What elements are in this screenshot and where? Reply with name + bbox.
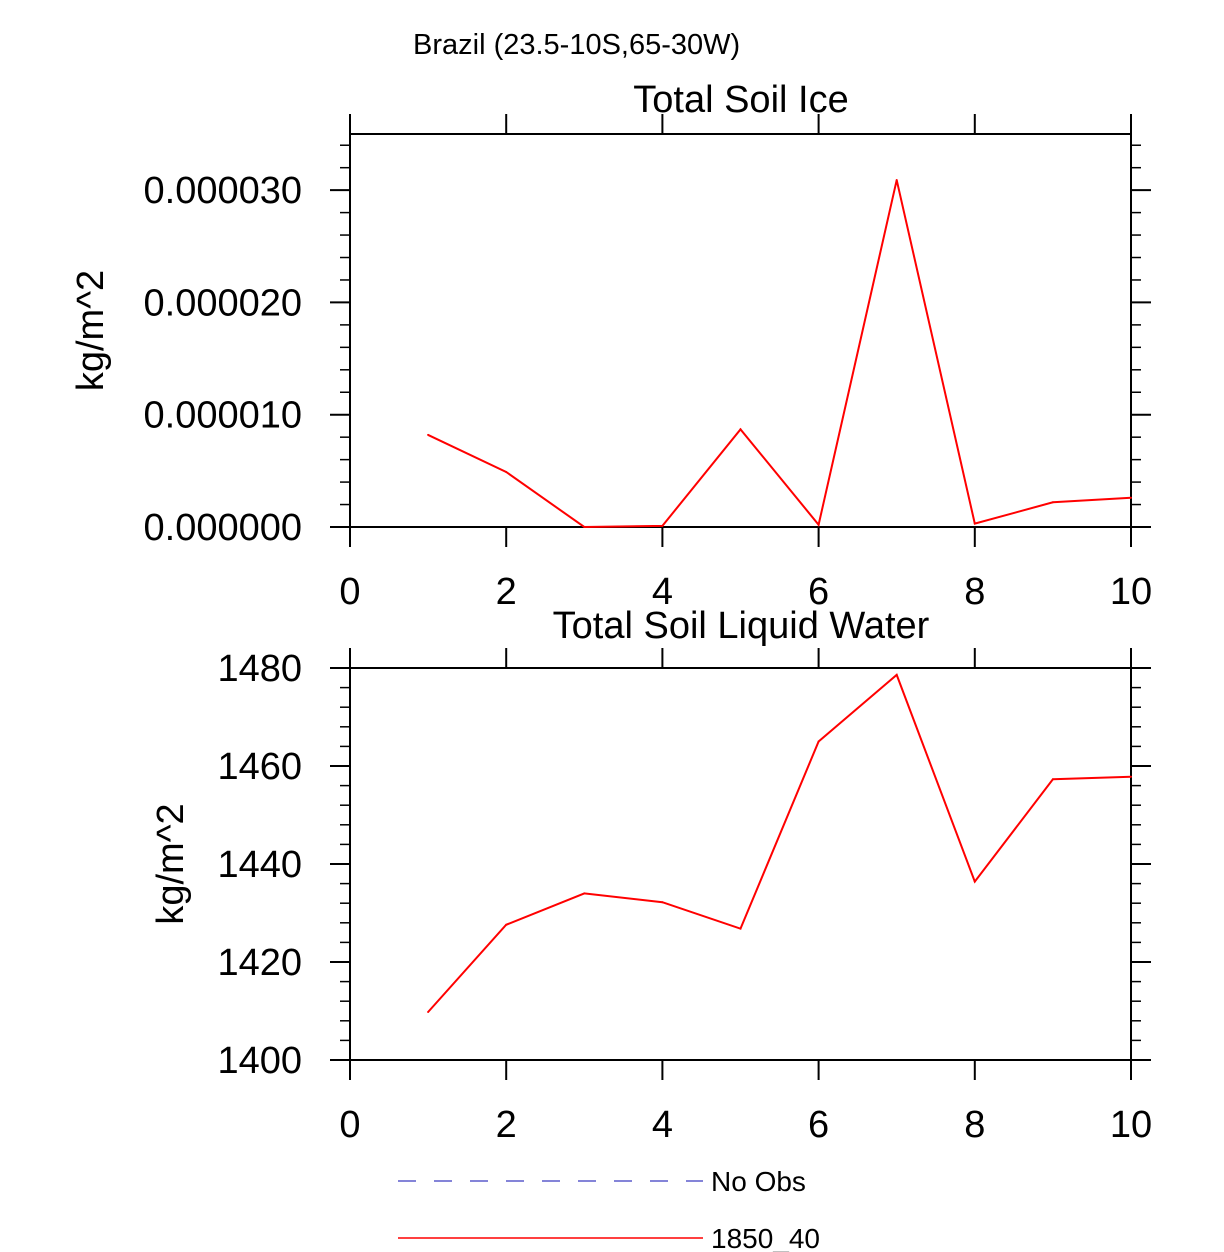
legend: No Obs 1850_40 [398,1166,820,1252]
panel-title: Total Soil Ice [633,79,848,121]
data-point [973,880,976,883]
data-point [583,892,586,895]
y-tick-label: 1440 [217,844,302,886]
x-tick-label: 6 [808,571,829,613]
y-tick-label: 0.000020 [144,282,303,324]
x-tick-label: 0 [339,571,360,613]
plot-frame [349,667,1132,1061]
x-tick-label: 8 [964,1104,985,1146]
series-line [427,179,1132,529]
data-point [973,522,976,525]
chart-panel-2: Total Soil Liquid Water kg/m^2 0 2 4 6 8 10 1400… [150,605,1152,1146]
y-axis-label: kg/m^2 [70,270,112,391]
x-tick-label: 2 [496,1104,517,1146]
y-tick-label: 1420 [217,942,302,984]
x-tick-label: 6 [808,1104,829,1146]
data-point [817,523,820,526]
data-point [1130,775,1132,778]
data-point [817,740,820,743]
data-point [505,470,508,473]
chart-panel-1: Total Soil Ice kg/m^2 0 2 4 6 8 10 0.000000 0.000… [70,79,1152,613]
legend-label: 1850_40 [711,1223,820,1252]
data-point [583,526,586,528]
x-tick-label: 0 [339,1104,360,1146]
plot-frame [349,133,1132,528]
x-tick-label: 10 [1110,571,1152,613]
legend-label: No Obs [711,1166,806,1197]
data-point [505,923,508,926]
chart-panels: Total Soil Ice kg/m^2 0 2 4 6 8 10 0.000000 0.000… [70,79,1152,1146]
y-tick-label: 0.000030 [144,170,303,212]
panel-title: Total Soil Liquid Water [553,605,930,647]
x-tick-label: 4 [652,571,673,613]
x-tick-label: 4 [652,1104,673,1146]
y-tick-label: 1480 [217,648,302,690]
y-tick-label: 1460 [217,746,302,788]
data-point [427,433,430,436]
y-tick-label: 0.000010 [144,395,303,437]
y-axis-label: kg/m^2 [150,803,192,924]
y-tick-label: 0.000000 [144,507,303,549]
data-point [739,428,742,431]
figure-suptitle: Brazil (23.5-10S,65-30W) [413,29,740,61]
data-point [661,524,664,527]
data-point [1051,501,1054,504]
data-point [739,927,742,930]
data-point [895,179,898,182]
data-point [1130,496,1132,499]
x-tick-label: 10 [1110,1104,1152,1146]
data-point [895,673,898,676]
data-point [661,901,664,904]
x-tick-label: 8 [964,571,985,613]
legend-item: No Obs [398,1166,806,1197]
data-point [427,1010,430,1013]
legend-item: 1850_40 [398,1223,820,1252]
y-tick-label: 1400 [217,1040,302,1082]
data-point [1051,778,1054,781]
x-tick-label: 2 [496,571,517,613]
series-line [427,673,1132,1013]
